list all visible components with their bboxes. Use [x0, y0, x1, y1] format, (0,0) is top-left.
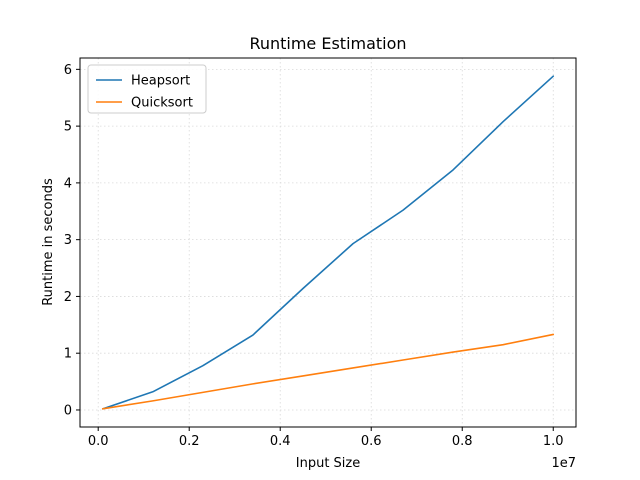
chart-title: Runtime Estimation — [249, 34, 406, 53]
y-tick-label: 0 — [64, 403, 72, 418]
x-axis-ticks: 0.0 0.2 0.4 0.6 0.8 1.0 — [88, 427, 564, 449]
series-line-quicksort — [101, 333, 555, 410]
series-lines — [101, 75, 555, 410]
gridlines — [80, 58, 576, 427]
plot-area-frame — [79, 57, 577, 428]
x-tick-label: 0.8 — [452, 434, 473, 449]
legend: Heapsort Quicksort — [87, 64, 207, 114]
series-line-heapsort — [101, 75, 555, 410]
x-axis-offset-label: 1e7 — [551, 456, 576, 471]
y-tick-label: 5 — [64, 120, 72, 135]
legend-label-heapsort: Heapsort — [131, 74, 190, 89]
y-tick-label: 1 — [64, 347, 72, 362]
y-tick-label: 3 — [64, 233, 72, 248]
y-axis-ticks: 0 1 2 3 4 5 6 — [64, 63, 80, 418]
legend-label-quicksort: Quicksort — [131, 96, 193, 111]
x-tick-label: 0.2 — [179, 434, 200, 449]
y-tick-label: 6 — [64, 63, 72, 78]
x-tick-label: 0.0 — [88, 434, 109, 449]
x-tick-label: 1.0 — [543, 434, 564, 449]
y-tick-label: 4 — [64, 176, 72, 191]
y-tick-label: 2 — [64, 290, 72, 305]
x-tick-label: 0.6 — [361, 434, 382, 449]
x-axis-label: Input Size — [296, 456, 360, 471]
y-axis-label: Runtime in seconds — [41, 178, 56, 306]
legend-box — [87, 64, 207, 114]
x-tick-label: 0.4 — [270, 434, 291, 449]
